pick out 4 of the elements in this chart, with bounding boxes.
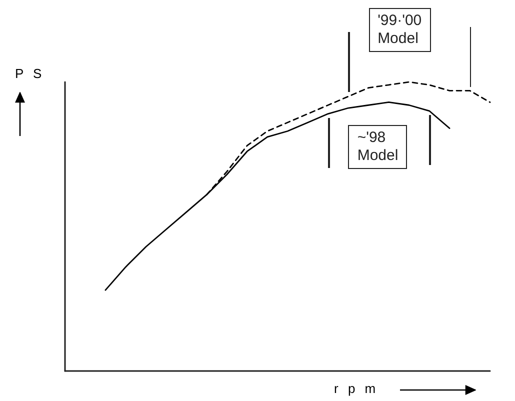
series-label: ~'98 Model (348, 124, 408, 169)
y-axis-title: P S (15, 66, 45, 81)
x-axis-title: r p m (334, 381, 379, 396)
text: '99·'00 Model (368, 8, 431, 52)
